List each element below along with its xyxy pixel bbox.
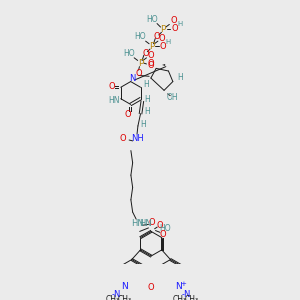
Text: HO: HO bbox=[123, 49, 135, 58]
Text: P: P bbox=[138, 58, 143, 68]
Text: CH₃: CH₃ bbox=[172, 295, 186, 300]
Text: O: O bbox=[125, 110, 131, 118]
Text: HO: HO bbox=[134, 32, 146, 41]
Text: O: O bbox=[135, 69, 142, 78]
Text: H: H bbox=[177, 21, 182, 27]
Text: CH₃: CH₃ bbox=[184, 295, 199, 300]
Text: ◄: ◄ bbox=[162, 62, 165, 66]
Text: NH: NH bbox=[131, 134, 143, 143]
Text: HO: HO bbox=[146, 15, 158, 24]
Text: HN: HN bbox=[140, 219, 152, 228]
Text: O: O bbox=[148, 61, 154, 70]
Text: O: O bbox=[157, 221, 163, 230]
Text: O: O bbox=[170, 16, 177, 26]
Text: H: H bbox=[166, 39, 171, 45]
Text: N: N bbox=[122, 282, 128, 291]
Text: HN: HN bbox=[131, 219, 144, 228]
Text: N: N bbox=[175, 282, 182, 291]
Text: P: P bbox=[160, 25, 166, 34]
Text: O: O bbox=[120, 134, 126, 143]
Text: O: O bbox=[154, 32, 160, 41]
Text: HN: HN bbox=[108, 96, 119, 105]
Text: CH₃: CH₃ bbox=[118, 295, 132, 300]
Text: O: O bbox=[159, 34, 166, 43]
Text: H: H bbox=[144, 95, 150, 104]
Text: OH: OH bbox=[167, 93, 179, 102]
Text: P: P bbox=[149, 42, 154, 51]
Text: N: N bbox=[129, 74, 136, 82]
Text: O: O bbox=[148, 51, 154, 60]
Text: O: O bbox=[109, 82, 115, 91]
Text: O: O bbox=[171, 24, 178, 33]
Text: O: O bbox=[142, 49, 149, 58]
Text: O: O bbox=[160, 42, 166, 51]
Text: +: + bbox=[180, 281, 186, 287]
Text: O: O bbox=[148, 283, 154, 292]
Text: HO: HO bbox=[159, 224, 171, 233]
Text: H: H bbox=[144, 107, 150, 116]
Text: H: H bbox=[177, 73, 183, 82]
Text: O: O bbox=[148, 59, 154, 68]
Text: O: O bbox=[149, 218, 155, 227]
Text: CH₃: CH₃ bbox=[105, 295, 119, 300]
Text: H: H bbox=[140, 120, 146, 129]
Text: -N: -N bbox=[182, 290, 191, 299]
Text: O: O bbox=[159, 230, 166, 238]
Text: -N: -N bbox=[111, 290, 121, 299]
Text: H: H bbox=[143, 80, 149, 89]
